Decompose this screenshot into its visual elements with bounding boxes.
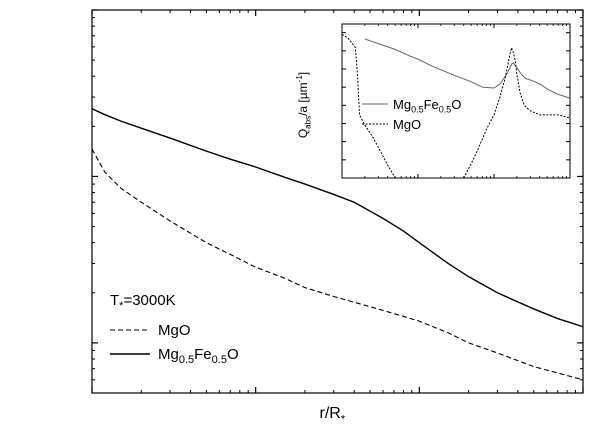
inset-legend-label: MgO [393, 117, 421, 132]
inset-legend-label-part: Fe [424, 97, 439, 112]
inset-legend-label-part: O [451, 97, 461, 112]
series-line-mg05fe05o [91, 108, 584, 328]
annotation-base: T [110, 292, 119, 309]
inset-y-axis-label-part: ] [296, 72, 310, 75]
inset-y-axis-label-part: -1 [295, 75, 304, 83]
x-axis-label: r/R*​ [320, 405, 346, 425]
series-line-mgo [91, 148, 584, 381]
annotation-sub: * [119, 300, 124, 312]
annotation-rest: =3000K [123, 292, 175, 309]
temperature-annotation: T*=3000K [110, 292, 176, 312]
inset-y-axis-label-part: Q [296, 129, 310, 138]
inset-series-line-mgo [341, 34, 571, 179]
inset-legend-label-part: MgO [393, 117, 421, 132]
main-plot-frame [91, 9, 584, 394]
inset-legend-label: Mg0.5​Fe0.5​O [393, 97, 461, 115]
legend-label-part: Fe [194, 346, 212, 363]
inset-legend-label-part: 0.5 [439, 105, 452, 115]
inset-y-axis-label-part: /a [µm [296, 82, 310, 116]
inset-y-axis-label: Qabs​/a [µm-1​] [295, 72, 312, 138]
legend-label-part: 0.5 [179, 354, 194, 366]
x-axis-label-part: * [341, 413, 346, 425]
inset-y-axis-label-part: abs [303, 116, 312, 129]
legend-label: Mg0.5​Fe0.5​O [158, 346, 239, 366]
legend-label: MgO [158, 322, 191, 339]
inset-legend-label-part: Mg [393, 97, 411, 112]
legend-label-part: MgO [158, 322, 191, 339]
inset-plot-frame [341, 23, 571, 179]
inset-series-line-mg05fe05o [364, 38, 571, 99]
legend-label-part: O [227, 346, 239, 363]
legend-label-part: 0.5 [212, 354, 227, 366]
inset-legend-label-part: 0.5 [411, 105, 424, 115]
legend-label-part: Mg [158, 346, 179, 363]
x-axis-label-part: r/R [320, 405, 341, 422]
